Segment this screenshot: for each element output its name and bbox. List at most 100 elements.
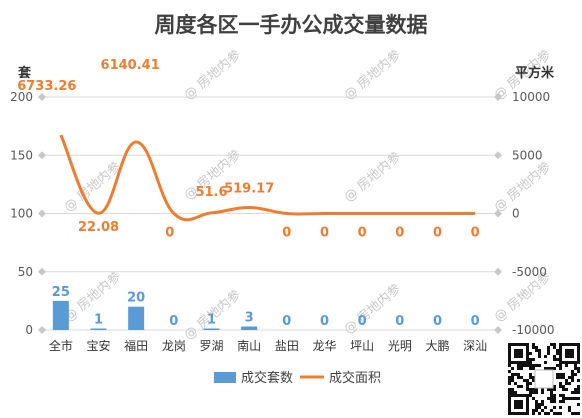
- grid-lines: [42, 96, 494, 331]
- qr-module: [541, 400, 544, 403]
- qr-module: [508, 379, 511, 382]
- qr-module: [547, 349, 550, 352]
- left-axis-tick-marker: [38, 209, 46, 218]
- qr-module: [568, 409, 571, 412]
- qr-module: [574, 397, 577, 400]
- qr-module: [544, 355, 547, 358]
- qr-module: [517, 376, 520, 379]
- qr-module: [529, 358, 532, 361]
- bar-data-label: 0: [282, 314, 291, 329]
- category-label: 宝安: [86, 338, 110, 353]
- qr-module: [529, 352, 532, 355]
- qr-module: [553, 388, 556, 391]
- qr-module: [577, 391, 580, 394]
- qr-module: [535, 391, 538, 394]
- qr-module: [538, 412, 541, 415]
- qr-module: [529, 367, 532, 370]
- line-data-label: 0: [320, 226, 329, 241]
- qr-module: [520, 367, 523, 370]
- bar-data-label: 20: [127, 291, 145, 306]
- qr-module: [517, 385, 520, 388]
- qr-module: [571, 397, 574, 400]
- watermark-text: @ 房地内参: [341, 149, 404, 206]
- line-data-label: 0: [282, 226, 291, 241]
- qr-module: [517, 373, 520, 376]
- qr-module: [541, 388, 544, 391]
- qr-module: [559, 406, 562, 409]
- qr-module: [538, 403, 541, 406]
- qr-module: [538, 364, 541, 367]
- qr-module: [559, 385, 562, 388]
- qr-module: [577, 388, 580, 391]
- qr-module: [526, 364, 529, 367]
- line-data-label: 0: [358, 226, 367, 241]
- line-data-label: 0: [471, 226, 480, 241]
- qr-module: [511, 373, 514, 376]
- qr-finder: [565, 349, 574, 358]
- right-axis-unit: 平方米: [515, 65, 555, 81]
- qr-module: [517, 367, 520, 370]
- qr-module: [532, 412, 535, 415]
- qr-module: [577, 412, 580, 415]
- right-axis-tick-label: -10000: [512, 323, 555, 337]
- qr-module: [553, 394, 556, 397]
- legend-swatch-bar: [214, 372, 236, 383]
- qr-module: [535, 406, 538, 409]
- qr-module: [562, 385, 565, 388]
- qr-module: [556, 364, 559, 367]
- qr-module: [529, 382, 532, 385]
- qr-module: [553, 355, 556, 358]
- qr-module: [544, 406, 547, 409]
- bar-data-label: 0: [358, 314, 367, 329]
- qr-module: [559, 364, 562, 367]
- qr-module: [547, 397, 550, 400]
- qr-module: [556, 373, 559, 376]
- qr-module: [523, 379, 526, 382]
- qr-module: [523, 364, 526, 367]
- qr-module: [553, 397, 556, 400]
- line-data-label: 6140.41: [101, 58, 160, 73]
- qr-module: [577, 385, 580, 388]
- qr-module: [559, 412, 562, 415]
- qr-module: [508, 388, 511, 391]
- qr-module: [511, 379, 514, 382]
- qr-module: [550, 391, 553, 394]
- qr-module: [568, 376, 571, 379]
- left-axis-tick-label: 100: [10, 207, 33, 221]
- bar: [128, 306, 145, 330]
- bar-data-label: 3: [245, 311, 254, 326]
- legend-label-bar: 成交套数: [241, 370, 293, 386]
- qr-module: [535, 400, 538, 403]
- category-label: 南山: [237, 338, 261, 353]
- right-axis-tick-marker: [494, 267, 502, 276]
- qr-module: [553, 412, 556, 415]
- qr-module: [517, 364, 520, 367]
- qr-module: [553, 346, 556, 349]
- watermark-text: @ 房地内参: [61, 269, 124, 326]
- qr-module: [535, 403, 538, 406]
- qr-module: [529, 361, 532, 364]
- bar-data-label: 0: [320, 314, 329, 329]
- qr-module: [577, 379, 580, 382]
- right-axis-tick-marker: [494, 209, 502, 218]
- bar-data-label: 0: [169, 314, 178, 329]
- qr-module: [571, 373, 574, 376]
- category-label: 罗湖: [199, 338, 223, 353]
- qr-module: [553, 358, 556, 361]
- category-label: 福田: [124, 338, 148, 353]
- left-axis-tick-label: 0: [25, 323, 33, 337]
- category-label: 盐田: [275, 339, 299, 353]
- qr-module: [535, 388, 538, 391]
- qr-module: [526, 385, 529, 388]
- bar: [203, 328, 220, 330]
- legend-label-line: 成交面积: [329, 370, 381, 386]
- qr-module: [550, 397, 553, 400]
- qr-module: [547, 346, 550, 349]
- qr-module: [562, 397, 565, 400]
- qr-module: [532, 343, 535, 346]
- right-axis-tick-label: 0: [512, 207, 520, 221]
- category-label: 大鹏: [425, 339, 449, 353]
- category-labels: 全市 宝安 福田 龙岗 罗湖 南山 盐田 龙华 坪山 光明 大鹏 深汕: [49, 338, 487, 353]
- qr-module: [565, 364, 568, 367]
